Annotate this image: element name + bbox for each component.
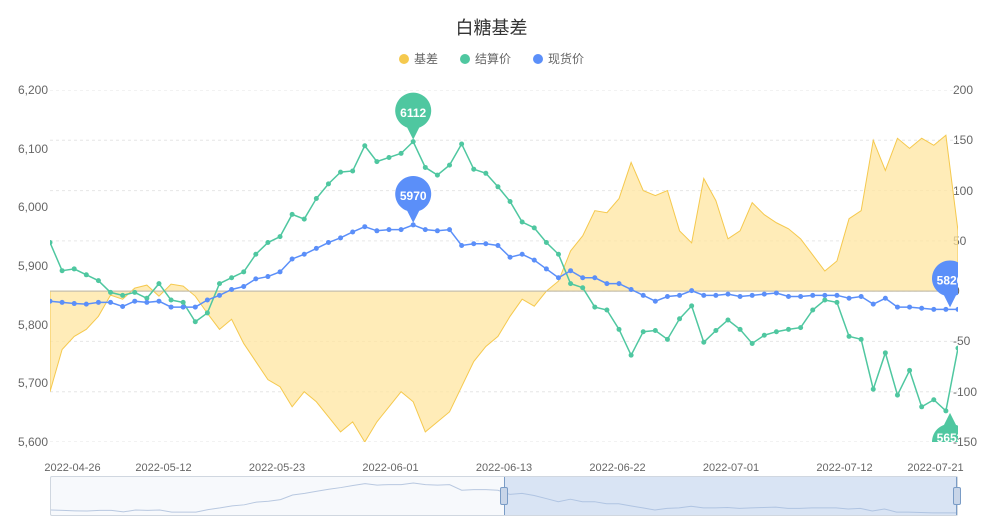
x-tick: 2022-06-22 (589, 462, 645, 474)
legend-label-settle: 结算价 (475, 50, 511, 67)
chart-container: 白糖基差 基差 结算价 现货价 5,600 5,700 5,800 5,900 6,00… (0, 0, 983, 522)
x-tick: 2022-07-21 (907, 462, 963, 474)
y-axis-left: 5,6005,7005,8005,9006,0006,1006,200 (0, 90, 48, 442)
legend-item-settle[interactable]: 结算价 (460, 50, 511, 67)
x-tick: 2022-05-23 (249, 462, 305, 474)
value-marker: 5653 (932, 413, 958, 442)
x-tick: 2022-04-26 (44, 462, 100, 474)
legend-label-spot: 现货价 (548, 50, 584, 67)
svg-text:6112: 6112 (400, 106, 426, 120)
svg-text:5826: 5826 (937, 274, 958, 288)
plot-svg: 6112 5970 5826 5653 (50, 90, 958, 442)
brush-handle-right[interactable] (953, 487, 961, 505)
y-left-tick: 6,000 (0, 200, 48, 214)
legend: 基差 结算价 现货价 (0, 50, 983, 67)
value-marker: 5970 (395, 176, 431, 223)
y-left-tick: 5,700 (0, 376, 48, 390)
y-left-tick: 5,900 (0, 259, 48, 273)
legend-dot-spot (533, 54, 543, 64)
y-left-tick: 6,200 (0, 83, 48, 97)
legend-item-spot[interactable]: 现货价 (533, 50, 584, 67)
y-left-tick: 5,600 (0, 435, 48, 449)
legend-item-basis[interactable]: 基差 (399, 50, 438, 67)
x-tick: 2022-06-13 (476, 462, 532, 474)
x-tick: 2022-05-12 (135, 462, 191, 474)
legend-dot-settle (460, 54, 470, 64)
legend-dot-basis (399, 54, 409, 64)
svg-text:5970: 5970 (400, 189, 427, 203)
y-left-tick: 5,800 (0, 318, 48, 332)
value-marker: 5826 (932, 260, 958, 307)
basis-area (50, 135, 958, 442)
x-tick: 2022-07-01 (703, 462, 759, 474)
brush-selection[interactable] (504, 477, 957, 515)
brush-handle-left[interactable] (500, 487, 508, 505)
legend-label-basis: 基差 (414, 50, 438, 67)
y-left-tick: 6,100 (0, 142, 48, 156)
plot-area: 6112 5970 5826 5653 (50, 90, 958, 442)
value-marker: 6112 (395, 93, 431, 140)
x-tick: 2022-06-01 (362, 462, 418, 474)
x-tick: 2022-07-12 (816, 462, 872, 474)
datazoom-brush[interactable] (50, 476, 958, 516)
svg-text:5653: 5653 (937, 431, 958, 442)
chart-title: 白糖基差 (0, 0, 983, 40)
